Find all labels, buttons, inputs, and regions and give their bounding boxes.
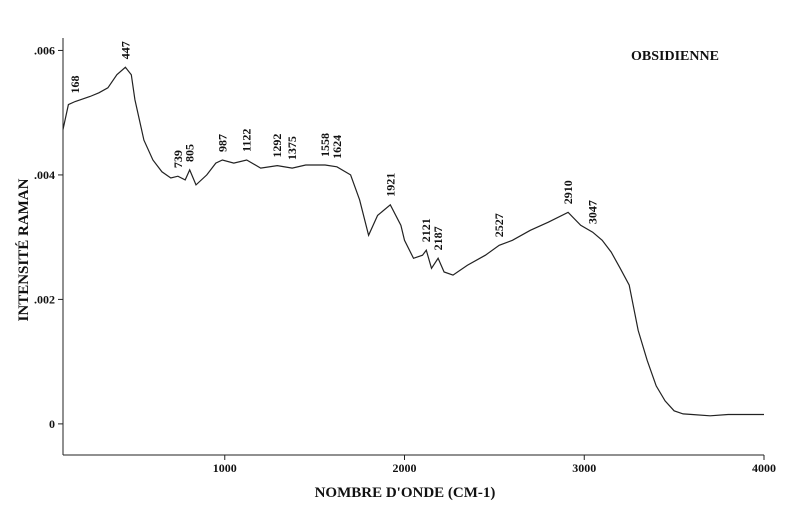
peak-label: 1292 [270, 134, 284, 158]
x-axis-title: NOMBRE D'ONDE (CM-1) [315, 485, 496, 501]
peak-label: 1624 [330, 135, 344, 159]
spectrum-line [62, 66, 764, 417]
peak-label: 2527 [492, 213, 506, 237]
y-tick-label: 0 [49, 417, 55, 431]
y-axis-title: INTENSITÉ RAMAN [15, 178, 32, 321]
peak-label: 2121 [419, 218, 433, 242]
x-tick-label: 1000 [213, 461, 237, 475]
peak-label: 739 [171, 150, 185, 168]
y-tick-label: .002 [34, 292, 55, 306]
peak-label: 3047 [586, 200, 600, 224]
peak-label: 2187 [431, 226, 445, 250]
peak-label: 168 [68, 75, 82, 93]
peak-label: 2910 [561, 180, 575, 204]
chart-title: OBSIDIENNE [631, 49, 719, 64]
peak-label: 447 [118, 41, 132, 59]
peak-label: 1558 [318, 133, 332, 157]
peak-label: 1375 [285, 136, 299, 160]
y-tick-label: .004 [34, 168, 55, 182]
x-tick-label: 3000 [572, 461, 596, 475]
y-tick-label: .006 [34, 43, 55, 57]
x-tick-label: 4000 [752, 461, 776, 475]
peak-label: 987 [215, 134, 229, 152]
peak-label: 805 [183, 144, 197, 162]
peak-label: 1122 [240, 129, 254, 152]
peak-label: 1921 [383, 173, 397, 197]
x-tick-label: 2000 [393, 461, 417, 475]
